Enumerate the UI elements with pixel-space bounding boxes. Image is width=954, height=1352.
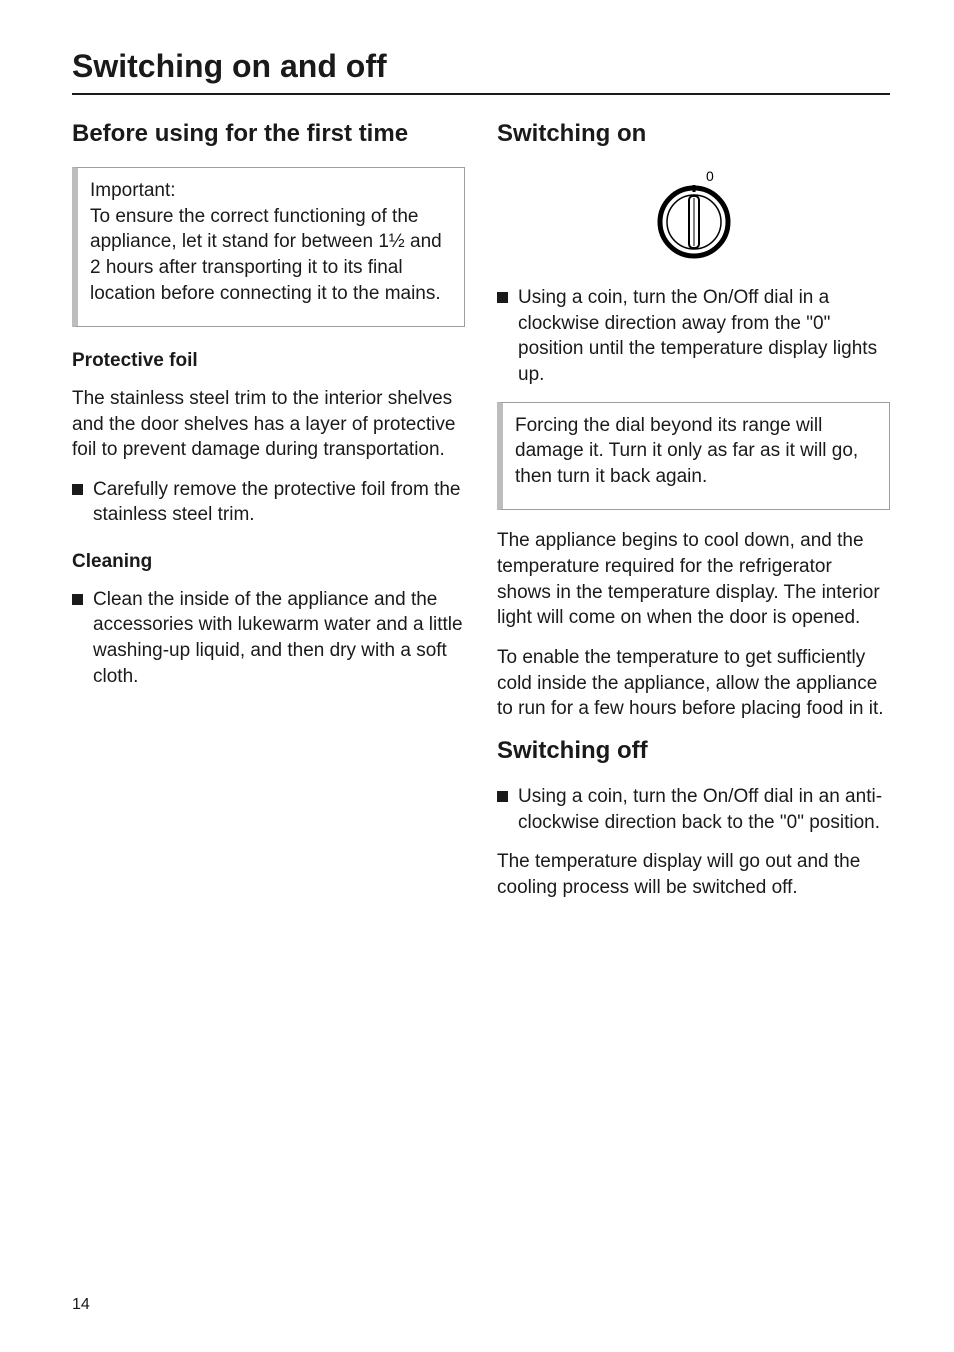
bullet-square-icon — [497, 791, 508, 802]
heading-before-first-use: Before using for the first time — [72, 119, 465, 149]
bullet-switch-on-text: Using a coin, turn the On/Off dial in a … — [518, 285, 890, 388]
bullet-cleaning: Clean the inside of the appliance and th… — [72, 587, 465, 690]
page: Switching on and off Before using for th… — [0, 0, 954, 1352]
page-title: Switching on and off — [72, 48, 890, 85]
bullet-switch-on: Using a coin, turn the On/Off dial in a … — [497, 285, 890, 388]
right-column: Switching on 0 Using a — [497, 119, 890, 915]
para-protective-foil: The stainless steel trim to the interior… — [72, 386, 465, 463]
dial-illustration: 0 — [497, 167, 890, 267]
bullet-square-icon — [72, 484, 83, 495]
onoff-dial-icon: 0 — [644, 167, 744, 267]
bullet-remove-foil-text: Carefully remove the protective foil fro… — [93, 477, 465, 528]
para-switch-off-result: The temperature display will go out and … — [497, 849, 890, 900]
heading-switching-off: Switching off — [497, 736, 890, 766]
para-cooldown: The appliance begins to cool down, and t… — [497, 528, 890, 631]
heading-switching-on: Switching on — [497, 119, 890, 149]
caution-box: Forcing the dial beyond its range will d… — [497, 402, 890, 511]
heading-cleaning: Cleaning — [72, 550, 465, 575]
dial-zero-label: 0 — [706, 168, 714, 184]
bullet-switch-off: Using a coin, turn the On/Off dial in an… — [497, 784, 890, 835]
title-rule — [72, 93, 890, 95]
bullet-square-icon — [497, 292, 508, 303]
two-column-layout: Before using for the first time Importan… — [72, 119, 890, 915]
bullet-square-icon — [72, 594, 83, 605]
caution-text: Forcing the dial beyond its range will d… — [515, 413, 877, 490]
important-text: Important: To ensure the correct functio… — [90, 178, 452, 306]
para-enable-temp: To enable the temperature to get suffici… — [497, 645, 890, 722]
important-box: Important: To ensure the correct functio… — [72, 167, 465, 327]
bullet-cleaning-text: Clean the inside of the appliance and th… — [93, 587, 465, 690]
left-column: Before using for the first time Importan… — [72, 119, 465, 915]
heading-protective-foil: Protective foil — [72, 349, 465, 374]
bullet-switch-off-text: Using a coin, turn the On/Off dial in an… — [518, 784, 890, 835]
bullet-remove-foil: Carefully remove the protective foil fro… — [72, 477, 465, 528]
page-number: 14 — [72, 1296, 90, 1314]
